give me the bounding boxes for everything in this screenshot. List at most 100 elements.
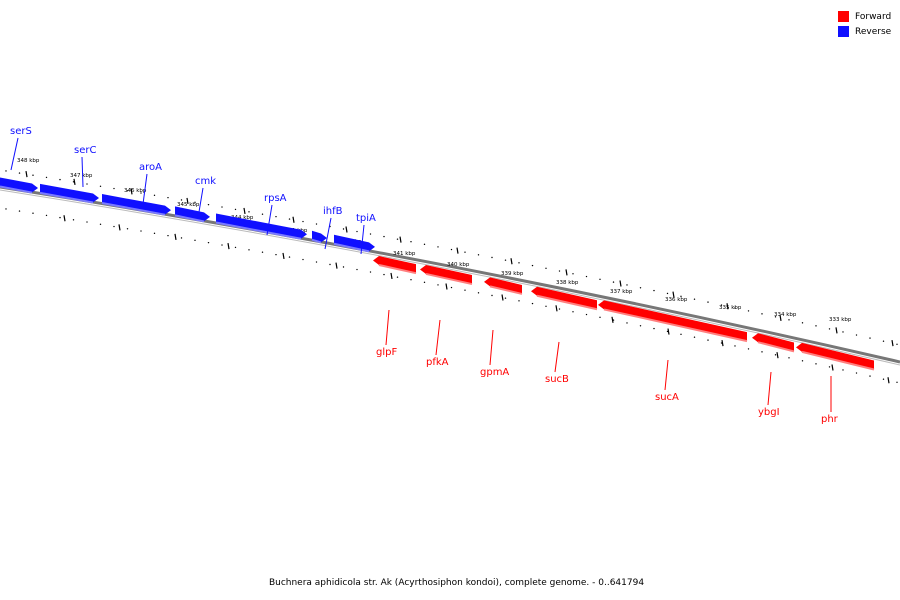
leader-line (324, 217, 332, 250)
tick-dot (342, 266, 345, 268)
tick-dot (140, 230, 142, 232)
tick-dot (450, 248, 453, 251)
tick-dot (882, 378, 885, 380)
tick-dot (126, 190, 129, 192)
tick-label: 333 kbp (829, 317, 852, 323)
tick-dot (5, 170, 7, 172)
tick-dot (423, 281, 426, 284)
tick-dot (734, 345, 736, 347)
tick-dot (855, 334, 858, 336)
tick-dot (680, 333, 682, 336)
tick-dot (396, 276, 399, 278)
tick-dot (626, 322, 628, 324)
gene-arrow[interactable] (531, 286, 598, 311)
major-tick (721, 340, 724, 347)
tick-dot (194, 239, 196, 242)
gene-arrow[interactable] (101, 194, 171, 216)
tick-label: 337 kbp (610, 289, 633, 295)
gene-label-forward: ybgI (758, 407, 780, 418)
tick-dot (558, 270, 561, 272)
tick-dot (477, 254, 480, 256)
major-tick (555, 305, 558, 312)
leader-line (435, 319, 441, 356)
tick-dot (302, 220, 304, 223)
tick-dot (315, 261, 318, 263)
tick-label: 335 kbp (719, 305, 742, 311)
tick-dot (531, 302, 534, 305)
genome-caption: Buchnera aphidicola str. Ak (Acyrthosiph… (268, 578, 645, 588)
tick-dot (531, 264, 534, 267)
tick-dot (180, 199, 183, 201)
tick-dot (180, 237, 183, 239)
gene-labels: serS serC aroA cmk rpsA ihfB tpiA glpF pfkA gpmA s… (10, 126, 839, 425)
gene-arrow[interactable] (0, 177, 38, 194)
gene-arrow[interactable] (333, 234, 375, 253)
legend-item-forward[interactable]: Forward (838, 9, 891, 24)
tick-dot (207, 203, 210, 206)
tick-dot (747, 348, 750, 350)
legend-item-reverse[interactable]: Reverse (838, 24, 891, 39)
gene-label-forward: pfkA (426, 357, 449, 368)
tick-dot (707, 339, 709, 341)
leader-line (81, 156, 84, 188)
major-tick (835, 327, 838, 334)
gene-label-forward: gpmA (480, 367, 509, 378)
major-tick (73, 178, 76, 185)
tick-dot (288, 218, 291, 220)
gene-arrow[interactable] (174, 206, 210, 223)
tick-dot (383, 235, 385, 238)
tick-dot (45, 176, 48, 179)
gene-arrow[interactable] (311, 230, 327, 244)
leader-line (385, 309, 390, 346)
tick-dot (99, 185, 102, 187)
tick-dot (693, 336, 696, 338)
tick-label: 334 kbp (774, 312, 797, 318)
gene-arrow[interactable] (484, 277, 523, 295)
major-tick (667, 328, 670, 335)
tick-dot (842, 369, 844, 371)
gene-arrow[interactable] (598, 300, 748, 343)
tick-dots (5, 170, 898, 384)
tick-dot (788, 357, 790, 359)
gene-arrow[interactable] (752, 333, 795, 353)
tick-dot (450, 286, 453, 289)
tick-dot (693, 298, 696, 300)
tick-dot (653, 327, 655, 330)
tick-label: 346 kbp (124, 188, 147, 194)
gene-arrow[interactable] (39, 183, 99, 204)
tick-dot (59, 216, 61, 219)
tick-dot (801, 322, 804, 324)
tick-dot (437, 284, 439, 286)
tick-dot (248, 249, 250, 251)
tick-dot (666, 292, 669, 295)
major-tick (186, 197, 189, 205)
tick-dot (207, 241, 210, 244)
tick-dot (288, 256, 291, 258)
tick-dot (869, 375, 871, 377)
gene-features[interactable] (0, 177, 875, 371)
tick-dot (437, 246, 439, 248)
major-tick (25, 171, 28, 178)
major-tick (831, 364, 834, 371)
tick-dot (113, 225, 115, 228)
tick-dot (113, 187, 115, 190)
tick-dot (329, 263, 331, 266)
gene-arrow[interactable] (215, 213, 307, 240)
tick-dot (680, 295, 682, 298)
tick-dot (18, 210, 21, 212)
tick-dot (356, 268, 358, 271)
gene-arrow[interactable] (373, 256, 417, 275)
tick-dot (639, 287, 642, 289)
tick-dot (396, 238, 399, 240)
major-tick (390, 272, 393, 280)
gene-arrow[interactable] (420, 264, 473, 286)
major-tick (63, 215, 66, 222)
tick-dot (234, 208, 237, 211)
tick-dot (747, 310, 750, 312)
major-tick (445, 283, 448, 290)
tick-dot (275, 253, 277, 256)
leader-line (10, 137, 19, 171)
tick-label: 348 kbp (17, 158, 40, 164)
gene-arrow[interactable] (796, 342, 875, 371)
